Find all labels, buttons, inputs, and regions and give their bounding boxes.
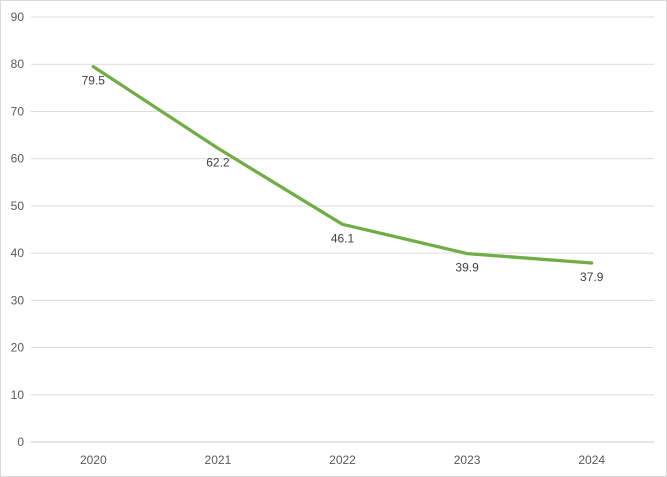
y-tick-label: 10 [11, 388, 25, 402]
series-line [91, 64, 594, 265]
y-tick-label: 70 [11, 104, 25, 118]
y-tick-label: 20 [11, 341, 25, 355]
x-tick-label: 2021 [205, 453, 232, 467]
data-label: 46.1 [331, 231, 355, 245]
y-tick-label: 40 [11, 246, 25, 260]
y-tick-label: 0 [17, 435, 24, 449]
data-label: 79.5 [82, 74, 106, 88]
y-tick-label: 80 [11, 57, 25, 71]
data-label: 37.9 [580, 270, 604, 284]
y-tick-label: 60 [11, 152, 25, 166]
x-tick-label: 2022 [329, 453, 356, 467]
x-tick-label: 2023 [454, 453, 481, 467]
data-label: 39.9 [455, 261, 479, 275]
y-tick-label: 90 [11, 10, 25, 24]
y-tick-label: 50 [11, 199, 25, 213]
x-tick-label: 2020 [80, 453, 107, 467]
y-tick-label: 30 [11, 293, 25, 307]
data-label: 62.2 [206, 155, 230, 169]
x-tick-label: 2024 [578, 453, 605, 467]
